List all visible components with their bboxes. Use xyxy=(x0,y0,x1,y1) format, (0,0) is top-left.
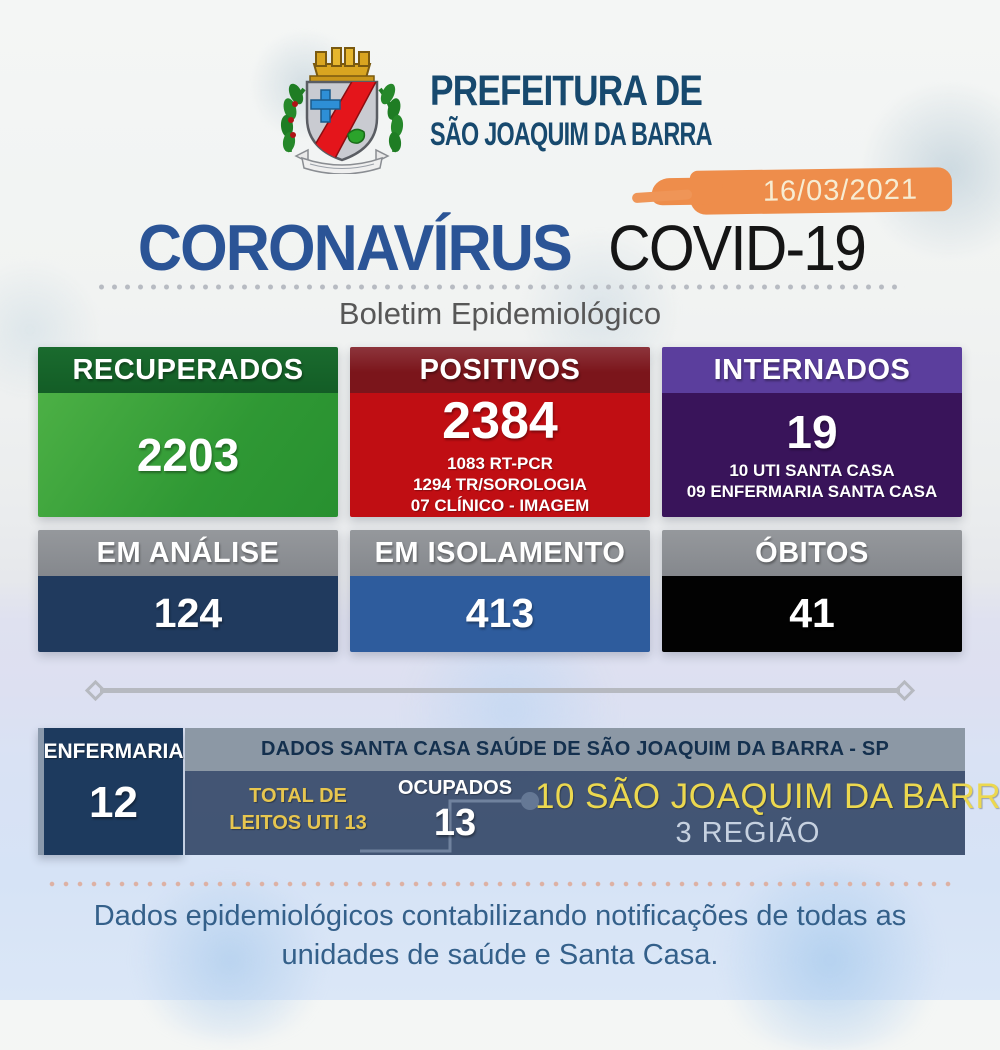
enfermaria-value: 12 xyxy=(89,778,138,827)
bulletin-date: 16/03/2021 xyxy=(762,173,919,208)
uti-total-line2: LEITOS UTI 13 xyxy=(229,812,367,834)
uti-total-line1: TOTAL DE xyxy=(249,785,347,807)
card-positivos-label: POSITIVOS xyxy=(350,347,650,393)
divider-diamond-left xyxy=(84,679,107,702)
divider-diamond-right xyxy=(893,679,916,702)
card-recuperados: RECUPERADOS 2203 xyxy=(38,347,338,517)
santa-casa-title: DADOS SANTA CASA SAÚDE DE SÃO JOAQUIM DA… xyxy=(185,728,965,771)
card-positivos-value: 2384 xyxy=(442,392,558,451)
crest-shield xyxy=(305,80,379,162)
dotted-separator-bottom xyxy=(45,881,955,887)
card-em-isolamento: EM ISOLAMENTO 413 xyxy=(350,530,650,652)
dotted-separator-top xyxy=(95,284,905,290)
card-em-analise: EM ANÁLISE 124 xyxy=(38,530,338,652)
uti-total-block: TOTAL DE LEITOS UTI 13 xyxy=(213,783,383,837)
page-subtitle: Boletim Epidemiológico xyxy=(338,296,662,331)
ocupados-value: 13 xyxy=(433,802,477,844)
crest-ribbon xyxy=(294,148,390,175)
stats-row-1: RECUPERADOS 2203 POSITIVOS 2384 1083 RT-… xyxy=(38,347,962,517)
footer-note-line2: unidades de saúde e Santa Casa. xyxy=(281,939,719,971)
stats-row-2: EM ANÁLISE 124 EM ISOLAMENTO 413 ÓBITOS … xyxy=(38,530,962,652)
enfermaria-label: ENFERMARIA xyxy=(43,740,184,763)
card-em-analise-label: EM ANÁLISE xyxy=(38,530,338,576)
santa-casa-stats-band: TOTAL DE LEITOS UTI 13 OCUPADOS 13 10 SÃ… xyxy=(185,771,1000,855)
card-em-analise-value: 124 xyxy=(153,590,223,637)
footer-note-line1: Dados epidemiológicos contabilizando not… xyxy=(93,900,907,932)
page-title: CORONAVÍRUS COVID-19 xyxy=(0,210,1000,285)
section-divider xyxy=(84,679,916,702)
city-crest-logo xyxy=(266,34,418,175)
ocupados-block: OCUPADOS 13 xyxy=(385,777,525,845)
card-positivos-details: 1083 RT-PCR 1294 TR/SOROLOGIA 07 CLÍNICO… xyxy=(411,453,590,516)
card-obitos-value: 41 xyxy=(789,590,835,637)
detail-line: 1083 RT-PCR xyxy=(447,453,553,473)
card-internados-label: INTERNADOS xyxy=(662,347,962,393)
title-coronavirus: CORONAVÍRUS xyxy=(137,211,573,284)
card-em-isolamento-label: EM ISOLAMENTO xyxy=(350,530,650,576)
detail-line: 1294 TR/SOROLOGIA xyxy=(413,474,587,494)
enfermaria-box: ENFERMARIA 12 xyxy=(38,728,184,855)
card-internados-details: 10 UTI SANTA CASA 09 ENFERMARIA SANTA CA… xyxy=(687,460,938,502)
card-internados: INTERNADOS 19 10 UTI SANTA CASA 09 ENFER… xyxy=(662,347,962,517)
detail-line: 10 UTI SANTA CASA xyxy=(729,461,895,481)
org-name-line1: PREFEITURA DE xyxy=(430,67,703,115)
footer-note: Dados epidemiológicos contabilizando not… xyxy=(0,897,1000,975)
date-badge: 16/03/2021 xyxy=(689,167,953,215)
title-covid19: COVID-19 xyxy=(607,212,867,284)
crest-crown xyxy=(309,47,375,83)
card-internados-value: 19 xyxy=(786,405,838,458)
org-name-line2: SÃO JOAQUIM DA BARRA xyxy=(430,116,712,152)
card-recuperados-value: 2203 xyxy=(136,428,240,481)
card-em-isolamento-value: 413 xyxy=(465,590,535,637)
card-recuperados-label: RECUPERADOS xyxy=(38,347,338,393)
crest-left-branch xyxy=(280,83,306,153)
santa-casa-panel: DADOS SANTA CASA SAÚDE DE SÃO JOAQUIM DA… xyxy=(185,728,1000,855)
detail-line: 07 CLÍNICO - IMAGEM xyxy=(410,495,590,515)
santa-casa-section: ENFERMARIA 12 DADOS SANTA CASA SAÚDE DE … xyxy=(38,728,1000,855)
card-obitos-label: ÓBITOS xyxy=(662,530,962,576)
card-obitos: ÓBITOS 41 xyxy=(662,530,962,652)
city-count-line: 10 SÃO JOAQUIM DA BARRA xyxy=(535,777,1000,816)
detail-line: 09 ENFERMARIA SANTA CASA xyxy=(686,482,938,502)
region-count-line: 3 REGIÃO xyxy=(675,817,821,849)
card-positivos: POSITIVOS 2384 1083 RT-PCR 1294 TR/SOROL… xyxy=(350,347,650,517)
crest-right-branch xyxy=(378,83,404,153)
ocupados-label: OCUPADOS xyxy=(397,777,513,799)
org-name: PREFEITURA DE SÃO JOAQUIM DA BARRA xyxy=(430,68,816,152)
